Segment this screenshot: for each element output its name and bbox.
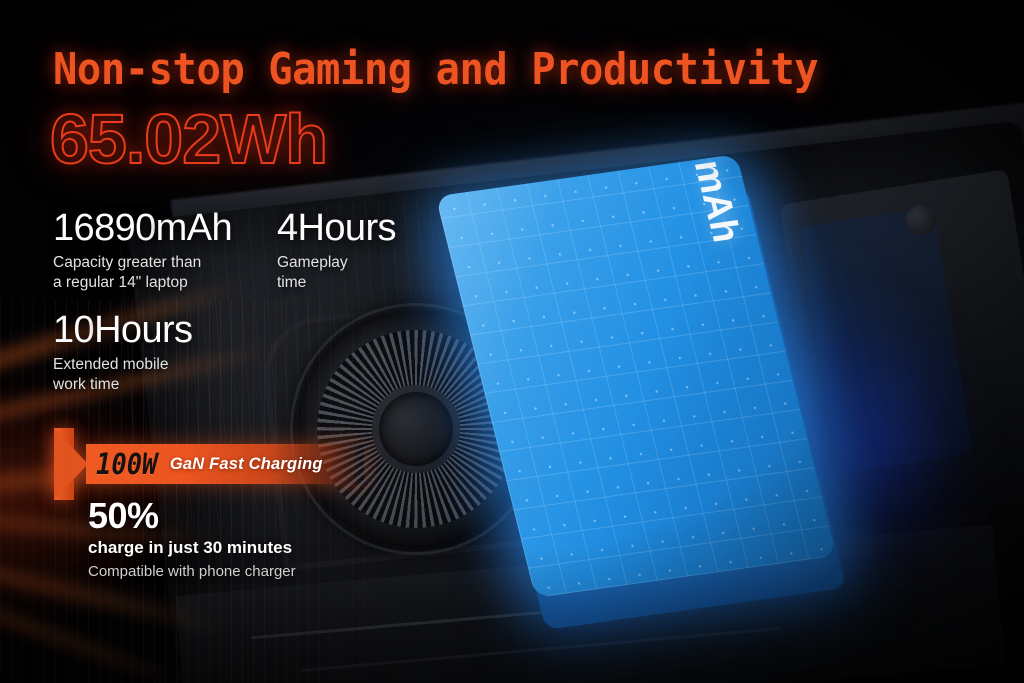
page-title: Non-stop Gaming and Productivity	[53, 44, 819, 95]
stat-gameplay-number: 4	[277, 207, 298, 249]
stat-worktime-number: 10	[53, 309, 95, 351]
stat-capacity-number: 16890	[53, 207, 156, 249]
stat-worktime-value: 10Hours	[53, 309, 193, 351]
stat-gameplay-unit: Hours	[297, 207, 397, 249]
stat-capacity: 16890mAh Capacity greater than a regular…	[53, 207, 233, 292]
fast-charge-note: Compatible with phone charger	[88, 563, 296, 581]
fast-charge-percent: 50%	[88, 495, 159, 536]
stat-gameplay-value: 4Hours	[277, 207, 397, 249]
stat-worktime-description: Extended mobile work time	[53, 355, 169, 393]
energy-capacity-figure: 65.02Wh	[49, 99, 329, 179]
fast-charging-bar: 100W GaN Fast Charging	[86, 444, 364, 484]
stat-capacity-value: 16890mAh	[53, 207, 233, 249]
stat-capacity-description: Capacity greater than a regular 14" lapt…	[53, 253, 202, 291]
arrow-right-icon	[54, 428, 88, 500]
gan-label: GaN Fast Charging	[169, 454, 323, 473]
stat-worktime: 10Hours Extended mobile work time	[53, 309, 193, 394]
fast-charge-subtitle: charge in just 30 minutes	[88, 538, 293, 557]
fast-charge-block: 50% charge in just 30 minutes Compatible…	[88, 498, 296, 581]
stat-gameplay: 4Hours Gameplay time	[277, 207, 397, 292]
stat-gameplay-description: Gameplay time	[277, 253, 348, 291]
stat-capacity-unit: mAh	[155, 207, 233, 249]
wattage-value: 100W	[96, 447, 158, 481]
stat-worktime-unit: Hours	[94, 309, 193, 351]
fast-charging-banner: 100W GaN Fast Charging	[54, 425, 454, 503]
